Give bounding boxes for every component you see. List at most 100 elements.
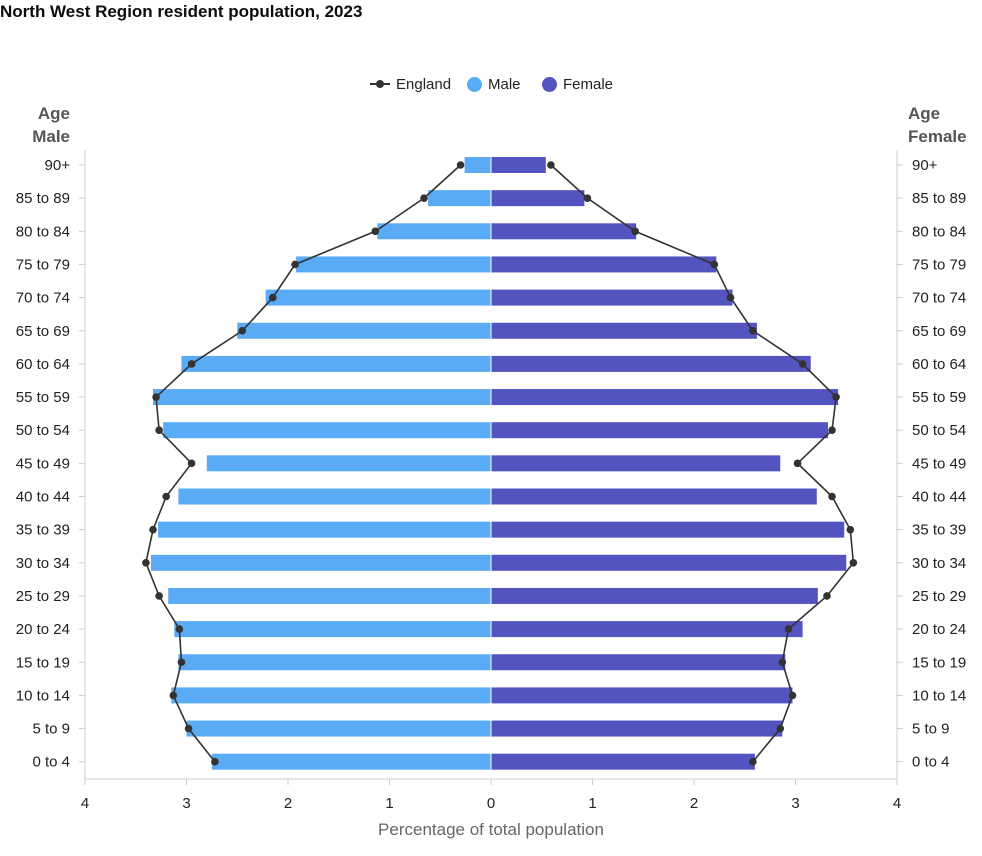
x-tick-label: 4 xyxy=(81,795,89,812)
male-bar xyxy=(178,488,491,505)
female-bar xyxy=(491,488,817,505)
x-tick-label: 0 xyxy=(487,795,495,812)
male-bar xyxy=(186,720,491,737)
left-category-label: 15 to 19 xyxy=(16,654,70,671)
female-bar xyxy=(491,720,783,737)
england-female-point xyxy=(547,161,555,169)
female-bar xyxy=(491,455,781,472)
female-bar xyxy=(491,753,755,770)
left-category-label: 70 to 74 xyxy=(16,290,70,307)
right-category-label: 60 to 64 xyxy=(912,356,966,373)
left-category-label: 85 to 89 xyxy=(16,190,70,207)
right-category-label: 70 to 74 xyxy=(912,290,966,307)
female-bar xyxy=(491,322,757,339)
england-female-point xyxy=(793,459,802,468)
male-bar xyxy=(168,587,492,604)
chart-title: North West Region resident population, 2… xyxy=(0,2,363,21)
male-bar xyxy=(237,322,491,339)
left-category-label: 0 to 4 xyxy=(32,754,70,771)
england-female-point xyxy=(823,592,831,600)
england-male-point xyxy=(268,293,277,302)
england-female-point xyxy=(778,658,787,667)
female-bar xyxy=(491,256,717,273)
england-male-point xyxy=(291,260,299,269)
england-female-point xyxy=(849,559,858,567)
female-bar xyxy=(491,289,733,306)
legend-england-label: England xyxy=(396,75,452,93)
right-axis-heading-line2: Female xyxy=(908,127,967,146)
female-bar xyxy=(491,223,637,240)
left-category-label: 75 to 79 xyxy=(16,256,70,273)
left-category-label: 25 to 29 xyxy=(16,588,70,605)
left-category-label: 5 to 9 xyxy=(32,721,70,738)
female-bar xyxy=(491,157,546,173)
right-category-label: 0 to 4 xyxy=(912,754,950,771)
male-bar xyxy=(296,256,491,273)
england-male-point xyxy=(152,393,160,401)
female-bar xyxy=(491,654,786,671)
england-female-point xyxy=(749,757,757,766)
right-category-label: 10 to 14 xyxy=(912,687,966,704)
england-male-point xyxy=(175,625,184,633)
right-category-label: 65 to 69 xyxy=(912,323,966,340)
right-category-label: 75 to 79 xyxy=(912,256,966,273)
x-tick-label: 4 xyxy=(893,795,901,812)
england-female-point xyxy=(784,625,793,633)
x-axis-title: Percentage of total population xyxy=(378,820,604,839)
england-male-point xyxy=(142,559,150,567)
right-category-label: 45 to 49 xyxy=(912,455,966,472)
left-category-label: 35 to 39 xyxy=(16,522,70,539)
male-bar xyxy=(206,455,492,472)
legend-female-swatch-icon xyxy=(542,76,557,92)
england-male-point xyxy=(211,757,219,766)
female-bar xyxy=(491,621,803,638)
right-category-label: 15 to 19 xyxy=(912,654,966,671)
england-male-point xyxy=(238,326,247,335)
female-bar xyxy=(491,190,585,207)
male-bar xyxy=(211,753,491,770)
left-category-label: 55 to 59 xyxy=(16,389,70,406)
right-category-label: 85 to 89 xyxy=(912,190,966,207)
female-bar xyxy=(491,521,845,538)
england-female-point xyxy=(631,227,639,236)
male-bar xyxy=(428,190,491,207)
england-male-point xyxy=(187,360,196,368)
x-tick-label: 2 xyxy=(284,795,292,812)
right-axis-heading-line1: Age xyxy=(908,104,941,123)
england-male-point xyxy=(155,426,163,435)
left-axis-heading-line2: Male xyxy=(32,127,70,146)
female-bar xyxy=(491,422,828,439)
legend-england-line-icon xyxy=(370,72,390,96)
left-category-label: 40 to 44 xyxy=(16,489,70,506)
x-tick-label: 3 xyxy=(791,795,799,812)
left-category-label: 65 to 69 xyxy=(16,323,70,340)
legend-item-female[interactable]: Female xyxy=(542,72,613,96)
male-bar xyxy=(377,223,491,240)
male-bar xyxy=(265,289,491,306)
left-category-label: 90+ xyxy=(45,157,71,174)
legend-item-male[interactable]: Male xyxy=(467,72,521,96)
male-bar xyxy=(174,621,491,638)
england-male-point xyxy=(420,194,428,202)
male-bar xyxy=(153,389,491,406)
england-male-point xyxy=(169,691,178,700)
left-category-label: 45 to 49 xyxy=(16,455,70,472)
male-bar xyxy=(150,554,491,571)
right-category-label: 20 to 24 xyxy=(912,621,966,638)
england-female-point xyxy=(788,691,797,700)
male-bar xyxy=(464,157,491,173)
legend-male-swatch-icon xyxy=(467,76,482,92)
legend-item-england[interactable]: England xyxy=(370,72,451,96)
female-bar xyxy=(491,687,793,704)
male-bar xyxy=(171,687,491,704)
female-bar xyxy=(491,587,818,604)
right-category-label: 80 to 84 xyxy=(912,223,966,240)
male-bar xyxy=(158,521,491,538)
left-category-label: 10 to 14 xyxy=(16,687,70,704)
england-female-point xyxy=(798,360,807,368)
england-female-point xyxy=(846,525,855,534)
right-category-label: 5 to 9 xyxy=(912,721,950,738)
female-bar xyxy=(491,554,847,571)
legend-male-label: Male xyxy=(488,75,521,93)
england-female-point xyxy=(832,393,840,401)
